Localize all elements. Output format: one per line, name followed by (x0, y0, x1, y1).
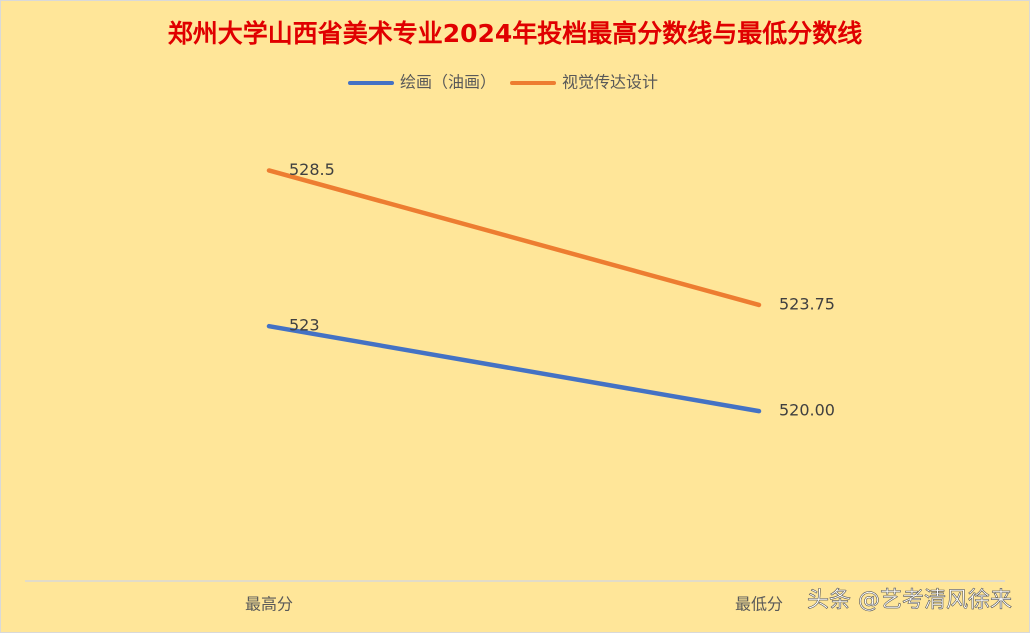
legend: 绘画（油画） 视觉传达设计 (348, 73, 658, 92)
x-tick-label: 最低分 (735, 595, 783, 614)
legend-label: 绘画（油画） (400, 73, 496, 92)
data-label: 523.75 (779, 294, 835, 313)
series-line (266, 323, 762, 414)
data-label: 523 (289, 316, 320, 335)
chart-title: 郑州大学山西省美术专业2024年投档最高分数线与最低分数线 (168, 19, 863, 48)
data-label: 528.5 (289, 160, 335, 179)
legend-label: 视觉传达设计 (562, 73, 658, 92)
watermark: 头条 @艺考清风徐来 (807, 588, 1012, 613)
x-tick-label: 最高分 (245, 595, 293, 614)
data-label: 520.00 (779, 401, 835, 420)
series-line (266, 168, 762, 308)
